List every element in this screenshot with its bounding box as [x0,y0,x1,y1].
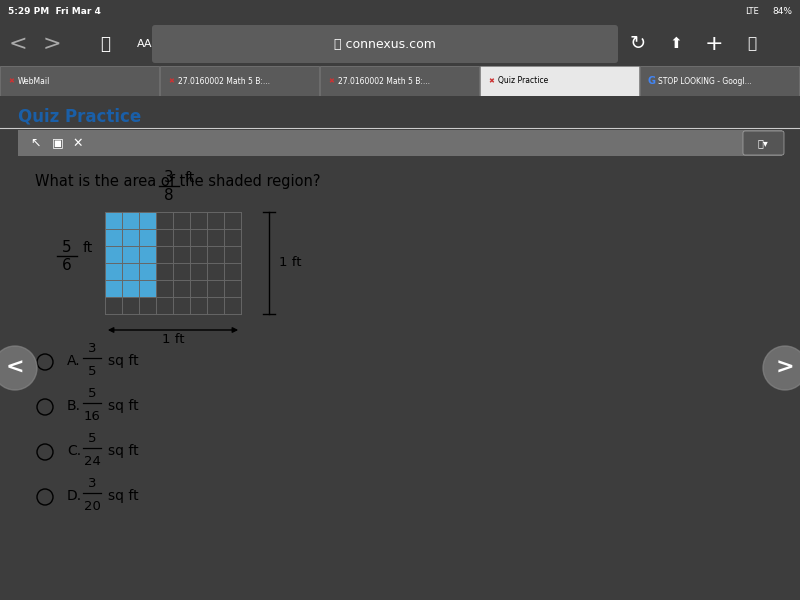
Text: LTE: LTE [745,7,758,16]
Text: ⧉: ⧉ [747,37,757,52]
Text: ↖: ↖ [30,136,40,149]
Text: B.: B. [67,399,81,413]
Text: <: < [6,358,24,378]
Circle shape [763,346,800,390]
Text: ✖: ✖ [488,78,494,84]
Bar [640,66,799,96]
Bar [160,66,319,96]
Text: Quiz Practice: Quiz Practice [498,76,548,85]
Text: What is the area of the shaded region?: What is the area of the shaded region? [35,174,321,189]
Text: AA: AA [137,39,152,49]
Text: sq ft: sq ft [108,444,138,458]
Text: ft: ft [83,241,94,255]
Text: 24: 24 [83,455,101,468]
Text: +: + [705,34,723,54]
Bar [320,66,479,96]
Text: ▣: ▣ [52,136,64,149]
Text: 27.0160002 Math 5 B:...: 27.0160002 Math 5 B:... [178,76,270,85]
Text: D.: D. [67,489,82,503]
Text: A.: A. [67,354,81,368]
Text: 📖: 📖 [100,35,110,53]
Text: 20: 20 [83,500,101,513]
Text: ✕: ✕ [73,136,83,149]
Text: ✖: ✖ [8,78,14,84]
Text: ft: ft [185,171,195,185]
Bar [0,66,159,96]
FancyBboxPatch shape [152,25,618,63]
Text: C.: C. [67,444,81,458]
Bar [480,66,639,96]
Text: G: G [648,76,656,86]
Text: >: > [776,358,794,378]
Text: 8: 8 [164,188,174,203]
Text: sq ft: sq ft [108,489,138,503]
Text: 3: 3 [88,342,96,355]
Text: 5:29 PM  Fri Mar 4: 5:29 PM Fri Mar 4 [8,7,101,16]
Text: 16: 16 [83,410,101,423]
Text: 5: 5 [62,240,72,255]
Circle shape [0,346,37,390]
Text: 5: 5 [88,365,96,378]
Text: 🔒 connexus.com: 🔒 connexus.com [334,37,436,50]
Text: WebMail: WebMail [18,76,50,85]
Text: 5: 5 [88,432,96,445]
Text: 3: 3 [88,477,96,490]
Text: ✖: ✖ [168,78,174,84]
FancyBboxPatch shape [743,131,784,155]
Text: ↻: ↻ [630,34,646,53]
Text: ⬆: ⬆ [670,37,682,52]
Text: >: > [42,34,62,54]
Text: 5: 5 [88,387,96,400]
Text: 1 ft: 1 ft [279,257,302,269]
Text: sq ft: sq ft [108,399,138,413]
Text: Quiz Practice: Quiz Practice [18,108,142,126]
Bar [105,212,156,297]
Bar [18,130,782,156]
Text: 3: 3 [164,170,174,185]
Text: ✖: ✖ [328,78,334,84]
Text: 84%: 84% [772,7,792,16]
Text: STOP LOOKING - Googl...: STOP LOOKING - Googl... [658,76,752,85]
Text: <: < [9,34,27,54]
Text: 27.0160002 Math 5 B:...: 27.0160002 Math 5 B:... [338,76,430,85]
Text: 1 ft: 1 ft [162,333,184,346]
Text: sq ft: sq ft [108,354,138,368]
Text: 👤▾: 👤▾ [758,138,768,148]
Text: 6: 6 [62,258,72,273]
